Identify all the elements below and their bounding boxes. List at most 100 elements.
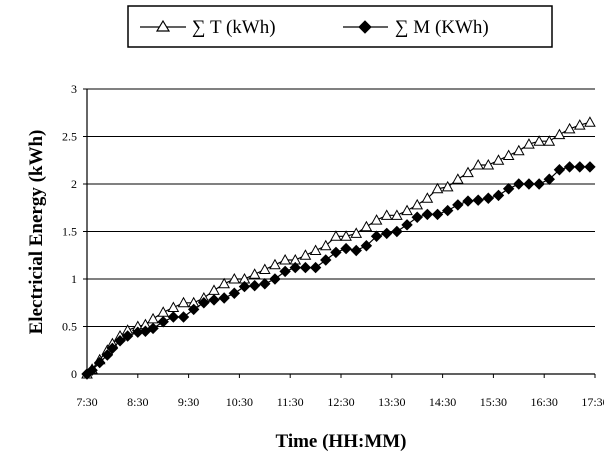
series-2 xyxy=(81,161,596,380)
x-tick-labels: 7:30 8:30 9:30 10:30 11:30 12:30 13:30 14:30 15:… xyxy=(76,395,604,409)
y-axis-title: Electricial Energy (kWh) xyxy=(26,130,47,335)
series-2-point xyxy=(401,219,413,231)
series-1-point xyxy=(411,198,424,210)
series-1-point xyxy=(340,230,352,241)
series-2-point xyxy=(279,265,291,278)
series-1-point xyxy=(584,116,596,127)
series-1-point xyxy=(380,209,393,220)
series-1-point xyxy=(492,154,505,165)
series-1-point xyxy=(279,253,291,265)
series-1-point xyxy=(512,144,525,156)
series-2-point xyxy=(248,279,261,292)
series-2-point xyxy=(114,335,126,347)
x-tick-label: 7:30 xyxy=(76,395,97,409)
series-1-point xyxy=(401,204,413,216)
series-2-point xyxy=(462,195,474,207)
series-1-point xyxy=(350,227,363,238)
series-2-point xyxy=(431,208,444,221)
series-1-point xyxy=(299,249,312,260)
series-1-point xyxy=(248,268,261,279)
series-2-point xyxy=(101,349,114,361)
series-2-point xyxy=(543,173,555,185)
series-2-point xyxy=(553,164,566,176)
x-tick-label: 9:30 xyxy=(178,395,199,409)
y-tick-labels: 0 0.5 1 1.5 2 2.5 3 xyxy=(62,82,77,381)
series-1-point xyxy=(523,138,535,149)
series-1-point xyxy=(421,192,434,203)
series-1-point xyxy=(269,258,281,270)
series-1-point xyxy=(462,166,474,178)
x-tick-label: 16:30 xyxy=(531,395,558,409)
series-1-point xyxy=(330,230,342,241)
series-2-point xyxy=(441,204,454,217)
series-1-point xyxy=(573,119,586,130)
legend: ∑ T (kWh) ∑ M (KWh) xyxy=(127,5,553,48)
series-1-point xyxy=(482,158,495,170)
series-1-point xyxy=(472,158,485,170)
series-1-point xyxy=(563,122,576,134)
series-2-point xyxy=(167,311,180,323)
series-2-point xyxy=(259,278,271,290)
series-layer xyxy=(81,116,596,380)
series-2-point xyxy=(106,342,119,355)
series-2-point xyxy=(93,356,106,369)
series-2-point xyxy=(208,294,220,306)
series-2-point xyxy=(177,311,190,323)
legend-label-series-2: ∑ M (KWh) xyxy=(395,17,489,38)
series-2-point xyxy=(187,303,200,316)
series-2-point xyxy=(492,189,505,202)
series-1-point xyxy=(218,277,231,289)
x-tick-label: 12:30 xyxy=(327,395,354,409)
series-2-point xyxy=(563,161,576,173)
series-2-point xyxy=(584,161,596,173)
series-1-point xyxy=(228,272,241,284)
series-2-point xyxy=(238,280,251,293)
y-tick-label: 1.5 xyxy=(62,225,77,239)
y-tick-label: 3 xyxy=(71,82,77,96)
y-tick-label: 0 xyxy=(71,367,77,381)
series-2-point xyxy=(218,292,230,304)
series-2-point xyxy=(330,246,342,259)
x-tick-label: 11:30 xyxy=(277,395,304,409)
series-2-point xyxy=(299,261,312,274)
legend-label-series-1: ∑ T (kWh) xyxy=(192,17,276,38)
x-tick-label: 15:30 xyxy=(480,395,507,409)
series-2-point xyxy=(320,254,332,266)
series-2-point xyxy=(269,273,281,285)
series-2-point xyxy=(289,261,301,274)
series-2-point xyxy=(523,178,535,190)
y-tick-label: 0.5 xyxy=(62,320,77,334)
series-1-point xyxy=(451,173,464,184)
series-2-point xyxy=(533,178,545,190)
series-2-point xyxy=(340,242,352,255)
series-2-point xyxy=(121,330,134,342)
series-2-point xyxy=(381,227,393,240)
axes xyxy=(83,88,596,378)
series-1-point xyxy=(553,128,566,140)
series-2-point xyxy=(360,240,373,252)
series-2-point xyxy=(391,225,403,238)
legend-marker-series-1 xyxy=(155,19,171,32)
y-tick-label: 2.5 xyxy=(62,130,77,144)
series-1-point xyxy=(370,214,383,225)
series-1-point xyxy=(441,180,454,192)
series-2-point xyxy=(482,192,495,204)
series-2-point xyxy=(452,199,464,211)
y-tick-label: 1 xyxy=(71,272,77,286)
series-1-point xyxy=(533,135,545,146)
series-1-point xyxy=(360,220,373,232)
legend-box xyxy=(127,5,553,48)
x-tick-label: 14:30 xyxy=(429,395,456,409)
series-2-point xyxy=(513,178,525,190)
series-2-point xyxy=(147,322,159,335)
series-1-point xyxy=(543,135,556,146)
x-tick-label: 13:30 xyxy=(378,395,405,409)
y-tick-label: 2 xyxy=(71,177,77,191)
series-1-point xyxy=(431,182,444,194)
series-2-point xyxy=(574,161,586,173)
legend-marker-series-2 xyxy=(358,20,372,34)
series-2-point xyxy=(411,211,423,223)
series-2-point xyxy=(309,261,322,274)
series-1-point xyxy=(177,296,190,308)
